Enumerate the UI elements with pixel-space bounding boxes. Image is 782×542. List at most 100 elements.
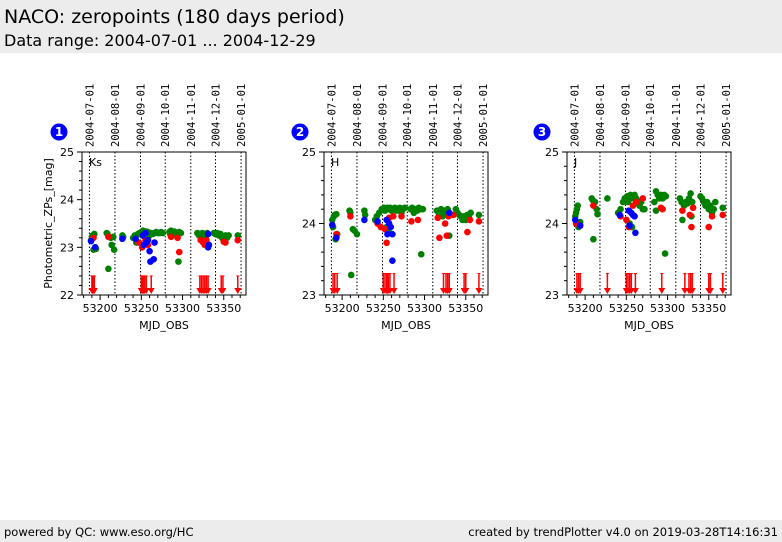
panel-number-label: 3 — [538, 125, 546, 139]
upper-limit-arrow-head — [576, 288, 584, 294]
x-tick-label: 53350 — [206, 302, 241, 315]
data-point-red — [175, 248, 183, 256]
data-point-blue — [205, 241, 213, 249]
data-point-blue — [151, 239, 158, 246]
data-point-blue — [328, 221, 336, 229]
chart-panel-2: 2 2004-07-01 2004-08-01 2004-09-01 2004-10-0… — [291, 84, 490, 332]
upper-limit-arrow-head — [445, 288, 453, 294]
upper-limit-arrow-head — [688, 288, 696, 294]
x-tick-label: 53300 — [165, 302, 200, 315]
data-point-blue — [576, 222, 584, 229]
data-point-red — [434, 214, 442, 222]
month-marker-label: 2004-09-01 — [621, 84, 633, 147]
data-point-green — [175, 258, 182, 265]
data-point-green — [159, 229, 167, 237]
data-point-red — [174, 234, 181, 242]
month-marker-label: 2004-08-01 — [352, 84, 364, 147]
data-point-blue — [384, 230, 391, 238]
data-point-red — [590, 202, 597, 209]
data-point-red — [464, 228, 471, 236]
upper-limit-arrow-head — [333, 288, 341, 294]
x-axis-label: MJD_OBS — [381, 319, 431, 332]
y-tick-label: 24 — [60, 194, 74, 207]
band-label: J — [573, 156, 577, 169]
month-marker-label: 2004-11-01 — [186, 84, 198, 147]
upper-limit-arrow-head — [142, 288, 150, 294]
data-point-green — [679, 216, 686, 224]
upper-limit-arrow-head — [631, 288, 639, 294]
data-point-red — [686, 211, 694, 219]
band-label: H — [331, 156, 339, 169]
data-point-red — [632, 198, 640, 206]
x-tick-label: 53200 — [568, 302, 603, 315]
data-point-red — [708, 213, 716, 220]
data-point-blue — [616, 211, 624, 219]
data-point-red — [436, 234, 443, 242]
charts-area: 1 2004-07-01 2004-08-01 2004-09-01 2004-10-0… — [42, 84, 733, 332]
x-tick-label: 53250 — [366, 302, 401, 315]
panel-number-badge — [50, 123, 68, 141]
upper-limit-arrow-head — [462, 288, 470, 294]
data-point-green — [401, 204, 409, 212]
data-point-green — [225, 232, 232, 239]
data-point-red — [398, 213, 405, 220]
month-marker-label: 2005-01-01 — [478, 84, 490, 147]
data-point-green — [617, 205, 624, 213]
data-point-blue — [91, 244, 99, 251]
x-tick-label: 53350 — [448, 302, 483, 315]
footer: powered by QC: www.eso.org/HC created by… — [0, 520, 782, 542]
data-point-green — [361, 211, 369, 219]
data-point-red — [688, 223, 695, 231]
data-point-green — [719, 204, 727, 212]
month-marker-label: 2004-09-01 — [136, 84, 148, 147]
data-point-red — [623, 216, 630, 224]
data-point-green — [641, 205, 648, 213]
panel-number-badge — [291, 123, 309, 141]
data-point-red — [441, 220, 449, 227]
month-marker-label: 2004-07-01 — [569, 84, 581, 147]
data-point-blue — [142, 229, 149, 237]
y-tick-label: 23 — [60, 241, 74, 254]
data-point-green — [710, 205, 717, 213]
data-point-blue — [144, 236, 152, 244]
data-point-green — [419, 205, 427, 213]
x-tick-label: 53350 — [691, 302, 726, 315]
y-tick-label: 22 — [60, 289, 74, 302]
upper-limit-arrow-head — [234, 288, 242, 294]
month-marker-label: 2004-11-01 — [428, 84, 440, 147]
x-axis-label: MJD_OBS — [139, 319, 189, 332]
y-tick-label: 25 — [302, 146, 316, 159]
data-point-green — [574, 202, 582, 209]
footer-created-by: created by trendPlotter v4.0 on 2019-03-… — [468, 525, 778, 539]
data-point-red — [659, 205, 666, 213]
data-point-green — [684, 200, 691, 207]
data-point-green — [590, 235, 597, 243]
data-point-red — [389, 213, 397, 220]
data-point-red — [347, 213, 354, 220]
data-point-green — [110, 246, 118, 254]
data-point-blue — [204, 230, 212, 238]
data-point-green — [177, 229, 185, 237]
upper-limit-arrow-head — [147, 288, 155, 294]
data-point-blue — [632, 229, 639, 237]
month-marker-label: 2004-08-01 — [595, 84, 607, 147]
y-tick-label: 25 — [60, 146, 74, 159]
y-tick-label: 23 — [545, 289, 559, 302]
data-point-red — [222, 239, 229, 246]
upper-limit-arrow-head — [219, 288, 227, 294]
panel-number-label: 2 — [296, 125, 304, 139]
data-point-blue — [146, 247, 153, 255]
y-tick-label: 24 — [545, 218, 559, 231]
x-tick-label: 53200 — [325, 302, 360, 315]
data-point-red — [689, 204, 697, 212]
y-tick-label: 23 — [302, 289, 316, 302]
data-point-red — [719, 211, 727, 219]
data-point-red — [408, 218, 415, 225]
month-marker-label: 2004-07-01 — [326, 84, 338, 147]
plot-frame — [81, 151, 247, 296]
month-marker-label: 2004-12-01 — [211, 84, 223, 147]
data-point-blue — [150, 255, 157, 263]
footer-powered-by: powered by QC: www.eso.org/HC — [4, 525, 194, 539]
page-title: NACO: zeropoints (180 days period) — [4, 6, 345, 28]
band-label: Ks — [89, 156, 102, 169]
